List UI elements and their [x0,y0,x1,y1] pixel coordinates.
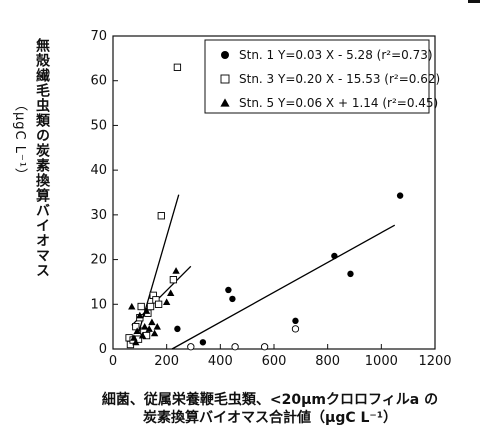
fit-lines [131,194,396,350]
y-tick-label: 10 [90,297,107,312]
point-filled-triangle [167,289,175,297]
point-open-square [146,302,155,311]
point-open-circle [260,343,269,351]
x-tick-label: 0 [109,354,117,369]
point-open-square [132,322,140,331]
point-filled-triangle [136,311,144,319]
point-filled-triangle [150,329,159,337]
y-tick-label: 60 [90,74,107,89]
x-axis-label-line-1: 細菌、従属栄養鞭毛虫類、<20μmクロロフィルa の [101,392,439,408]
point-filled-circle [221,51,229,59]
y-tick-label: 50 [90,118,107,133]
point-filled-triangle [140,322,149,330]
point-filled-circle [331,252,338,260]
corner-mark [468,0,480,3]
point-open-square [137,302,145,311]
legend-box [204,39,430,114]
axes: 0 200 400 600 800 1000 1200 0 10 20 30 40 50 60 70 [90,29,451,369]
point-open-square [220,74,230,84]
point-open-circle [291,325,300,333]
point-filled-triangle [138,331,147,339]
y-tick-label: 20 [90,253,107,268]
point-filled-triangle [162,298,171,305]
legend-entry: Stn. 5 Y=0.06 X + 1.14 (r²=0.45) [239,96,438,110]
point-filled-triangle [132,338,140,346]
regression-line [171,224,396,350]
legend-entry: Stn. 1 Y=0.03 X - 5.28 (r²=0.73) [239,48,433,62]
y-tick-label: 0 [99,342,107,357]
y-tick-label: 30 [90,208,107,223]
point-filled-circle [229,295,236,303]
point-filled-circle [174,325,181,333]
x-tick-label: 1200 [418,354,451,369]
legend: Stn. 1 Y=0.03 X - 5.28 (r²=0.73) Stn. 3 Y… [204,39,440,114]
x-tick-label: 800 [315,354,340,369]
point-open-circle [187,343,195,351]
y-axis-label: 無殻繊毛虫類の炭素換算バイオマス [34,38,50,278]
point-filled-triangle [128,302,136,310]
x-tick-label: 600 [262,354,287,369]
y-axis-unit: （μgC L⁻¹） [12,98,27,183]
point-filled-triangle [133,327,141,335]
point-filled-circle [199,339,207,346]
point-filled-circle [225,286,232,294]
point-open-square [154,300,163,308]
point-filled-triangle [145,325,153,332]
point-filled-triangle [172,267,180,274]
x-tick-label: 1000 [365,354,398,369]
x-tick-label: 400 [208,354,233,369]
point-filled-triangle [220,98,230,107]
x-tick-label: 200 [154,354,179,369]
point-filled-circle [347,270,354,278]
x-axis-label-line-2: 炭素換算バイオマス合計値（μgC L⁻¹） [143,410,397,426]
y-axis-title: 無殻繊毛虫類の炭素換算バイオマス （μgC L⁻¹） [6,38,60,358]
point-filled-triangle [153,322,161,330]
point-open-square [157,212,165,220]
point-filled-triangle [148,318,156,326]
legend-entry: Stn. 3 Y=0.20 X - 15.53 (r²=0.62) [239,72,440,86]
data-points [125,63,404,351]
y-tick-label: 70 [90,29,107,44]
point-filled-circle [292,317,299,325]
point-open-circle [231,343,239,351]
y-tick-label: 40 [90,163,107,178]
point-filled-circle [396,192,404,199]
point-open-square [169,276,178,284]
point-open-square [173,63,182,71]
point-filled-triangle [142,307,151,314]
